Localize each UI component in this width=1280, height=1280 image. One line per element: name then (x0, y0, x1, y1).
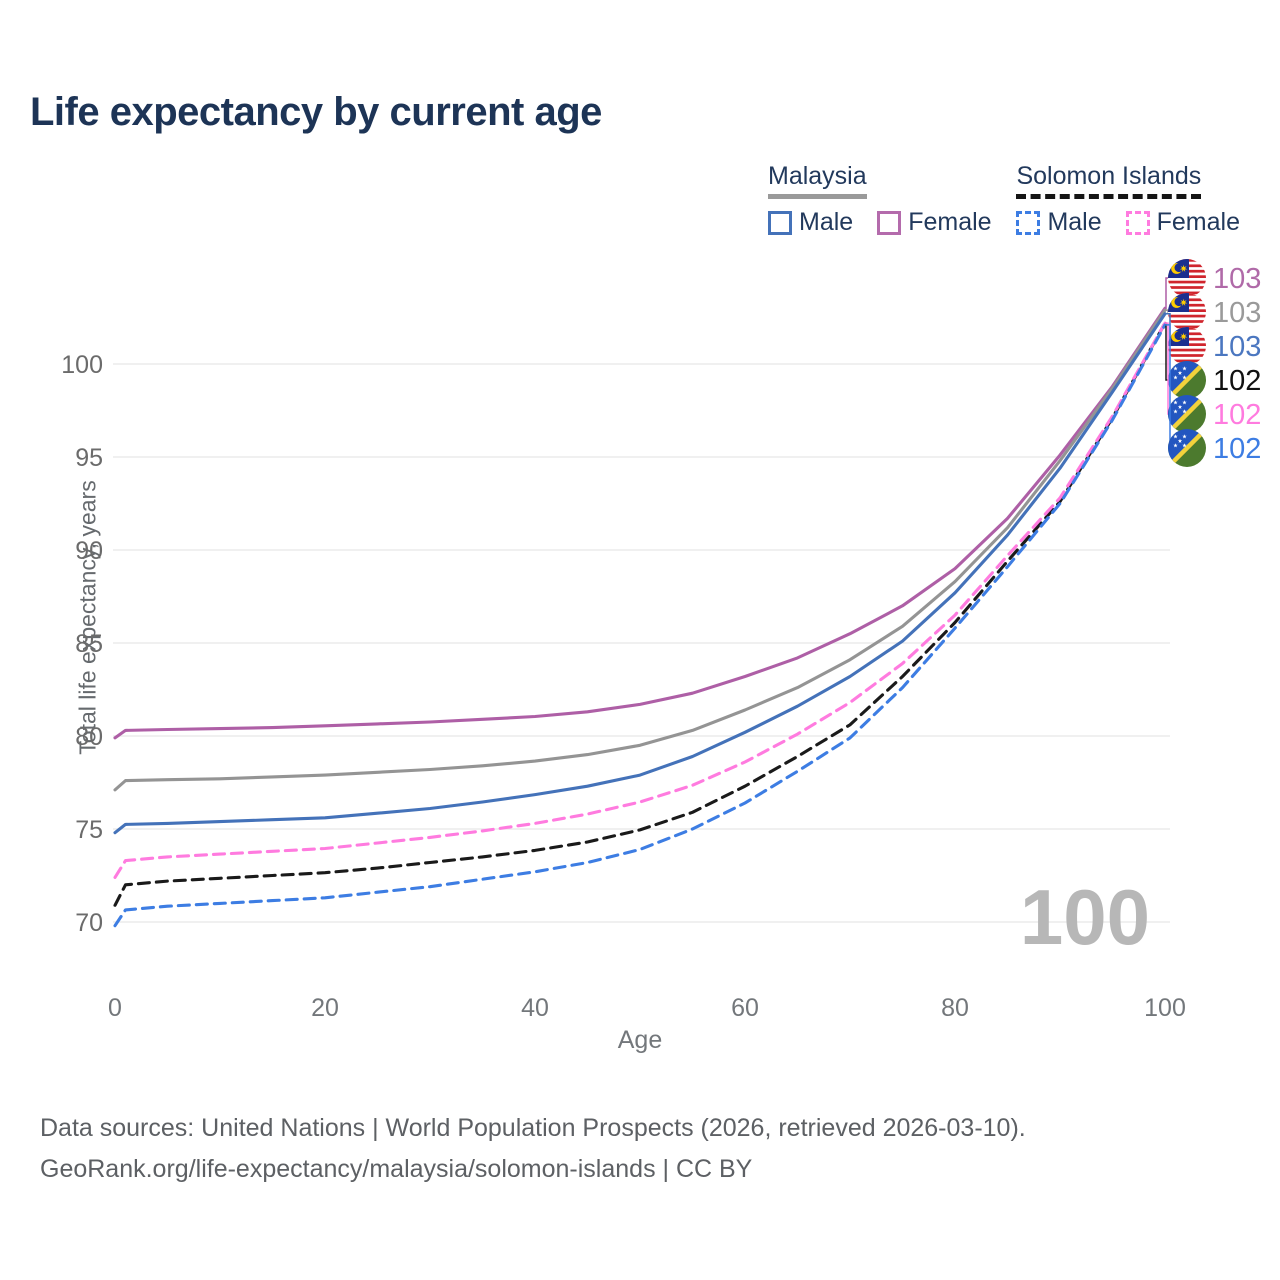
malaysia-flag-icon (1168, 259, 1206, 297)
y-tick-label: 80 (75, 723, 103, 751)
end-value-label: 103 (1213, 263, 1261, 295)
legend-item-label: Male (1047, 208, 1102, 236)
y-tick-label: 70 (75, 909, 103, 937)
legend-item-label: Female (1156, 208, 1240, 236)
series-line-solomon-islands-both-sexes (113, 321, 1167, 907)
solomon-male-swatch-icon (1016, 210, 1041, 235)
solomon-islands-flag-icon (1168, 429, 1206, 467)
x-axis-title: Age (617, 1026, 663, 1054)
malaysia-female-swatch-icon (877, 210, 902, 235)
legend-group-malaysia: Malaysia Male Female (768, 162, 992, 237)
x-tick-label: 40 (521, 994, 549, 1022)
solomon-islands-flag-icon (1168, 395, 1206, 433)
data-source-line2: GeoRank.org/life-expectancy/malaysia/sol… (40, 1155, 753, 1183)
x-tick-label: 0 (108, 994, 122, 1022)
y-tick-label: 100 (61, 351, 103, 379)
series-line-malaysia-both-sexes (113, 308, 1167, 792)
series-line-solomon-islands-female (113, 321, 1167, 879)
legend-country-solomon-islands: Solomon Islands (1016, 162, 1202, 199)
y-tick-label: 85 (75, 630, 103, 658)
y-tick-label: 75 (75, 816, 103, 844)
legend-item-label: Female (908, 208, 992, 236)
legend-item-malaysia-male[interactable]: Male (768, 208, 853, 237)
legend-item-malaysia-female[interactable]: Female (877, 208, 992, 237)
end-value-label: 102 (1213, 399, 1261, 431)
legend-item-label: Male (799, 208, 854, 236)
end-value-label: 102 (1213, 365, 1261, 397)
legend-country-malaysia: Malaysia (768, 162, 867, 199)
y-tick-label: 95 (75, 444, 103, 472)
solomon-female-swatch-icon (1125, 210, 1150, 235)
legend-item-solomon-male[interactable]: Male (1016, 208, 1102, 237)
legend-row-solomon-islands: Male Female (1016, 208, 1240, 237)
series-line-solomon-islands-male (113, 323, 1167, 928)
malaysia-male-swatch-icon (768, 210, 792, 235)
x-tick-label: 100 (1144, 994, 1186, 1022)
x-tick-label: 80 (941, 994, 969, 1022)
end-label-connector (1165, 277, 1169, 309)
y-tick-label: 90 (75, 537, 103, 565)
data-source-line1: Data sources: United Nations | World Pop… (40, 1114, 1026, 1142)
series-line-malaysia-female (113, 306, 1167, 740)
malaysia-flag-icon (1168, 293, 1206, 331)
end-value-label: 103 (1213, 331, 1261, 363)
x-tick-label: 60 (731, 994, 759, 1022)
page-title: Life expectancy by current age (30, 90, 602, 134)
legend-item-solomon-female[interactable]: Female (1125, 208, 1240, 237)
age-counter-watermark: 100 (1019, 873, 1151, 961)
legend-row-malaysia: Male Female (768, 208, 992, 237)
legend-group-solomon-islands: Solomon Islands Male Female (1016, 162, 1240, 237)
malaysia-flag-icon (1168, 327, 1206, 365)
series-line-malaysia-male (113, 312, 1167, 835)
legend: Malaysia Male Female Solomon Islands Mal… (768, 162, 1240, 237)
end-value-label: 102 (1213, 433, 1261, 465)
solomon-islands-flag-icon (1168, 361, 1206, 399)
x-tick-label: 20 (311, 994, 339, 1022)
data-source-note: Data sources: United Nations | World Pop… (40, 1108, 1026, 1190)
end-value-label: 103 (1213, 297, 1261, 329)
